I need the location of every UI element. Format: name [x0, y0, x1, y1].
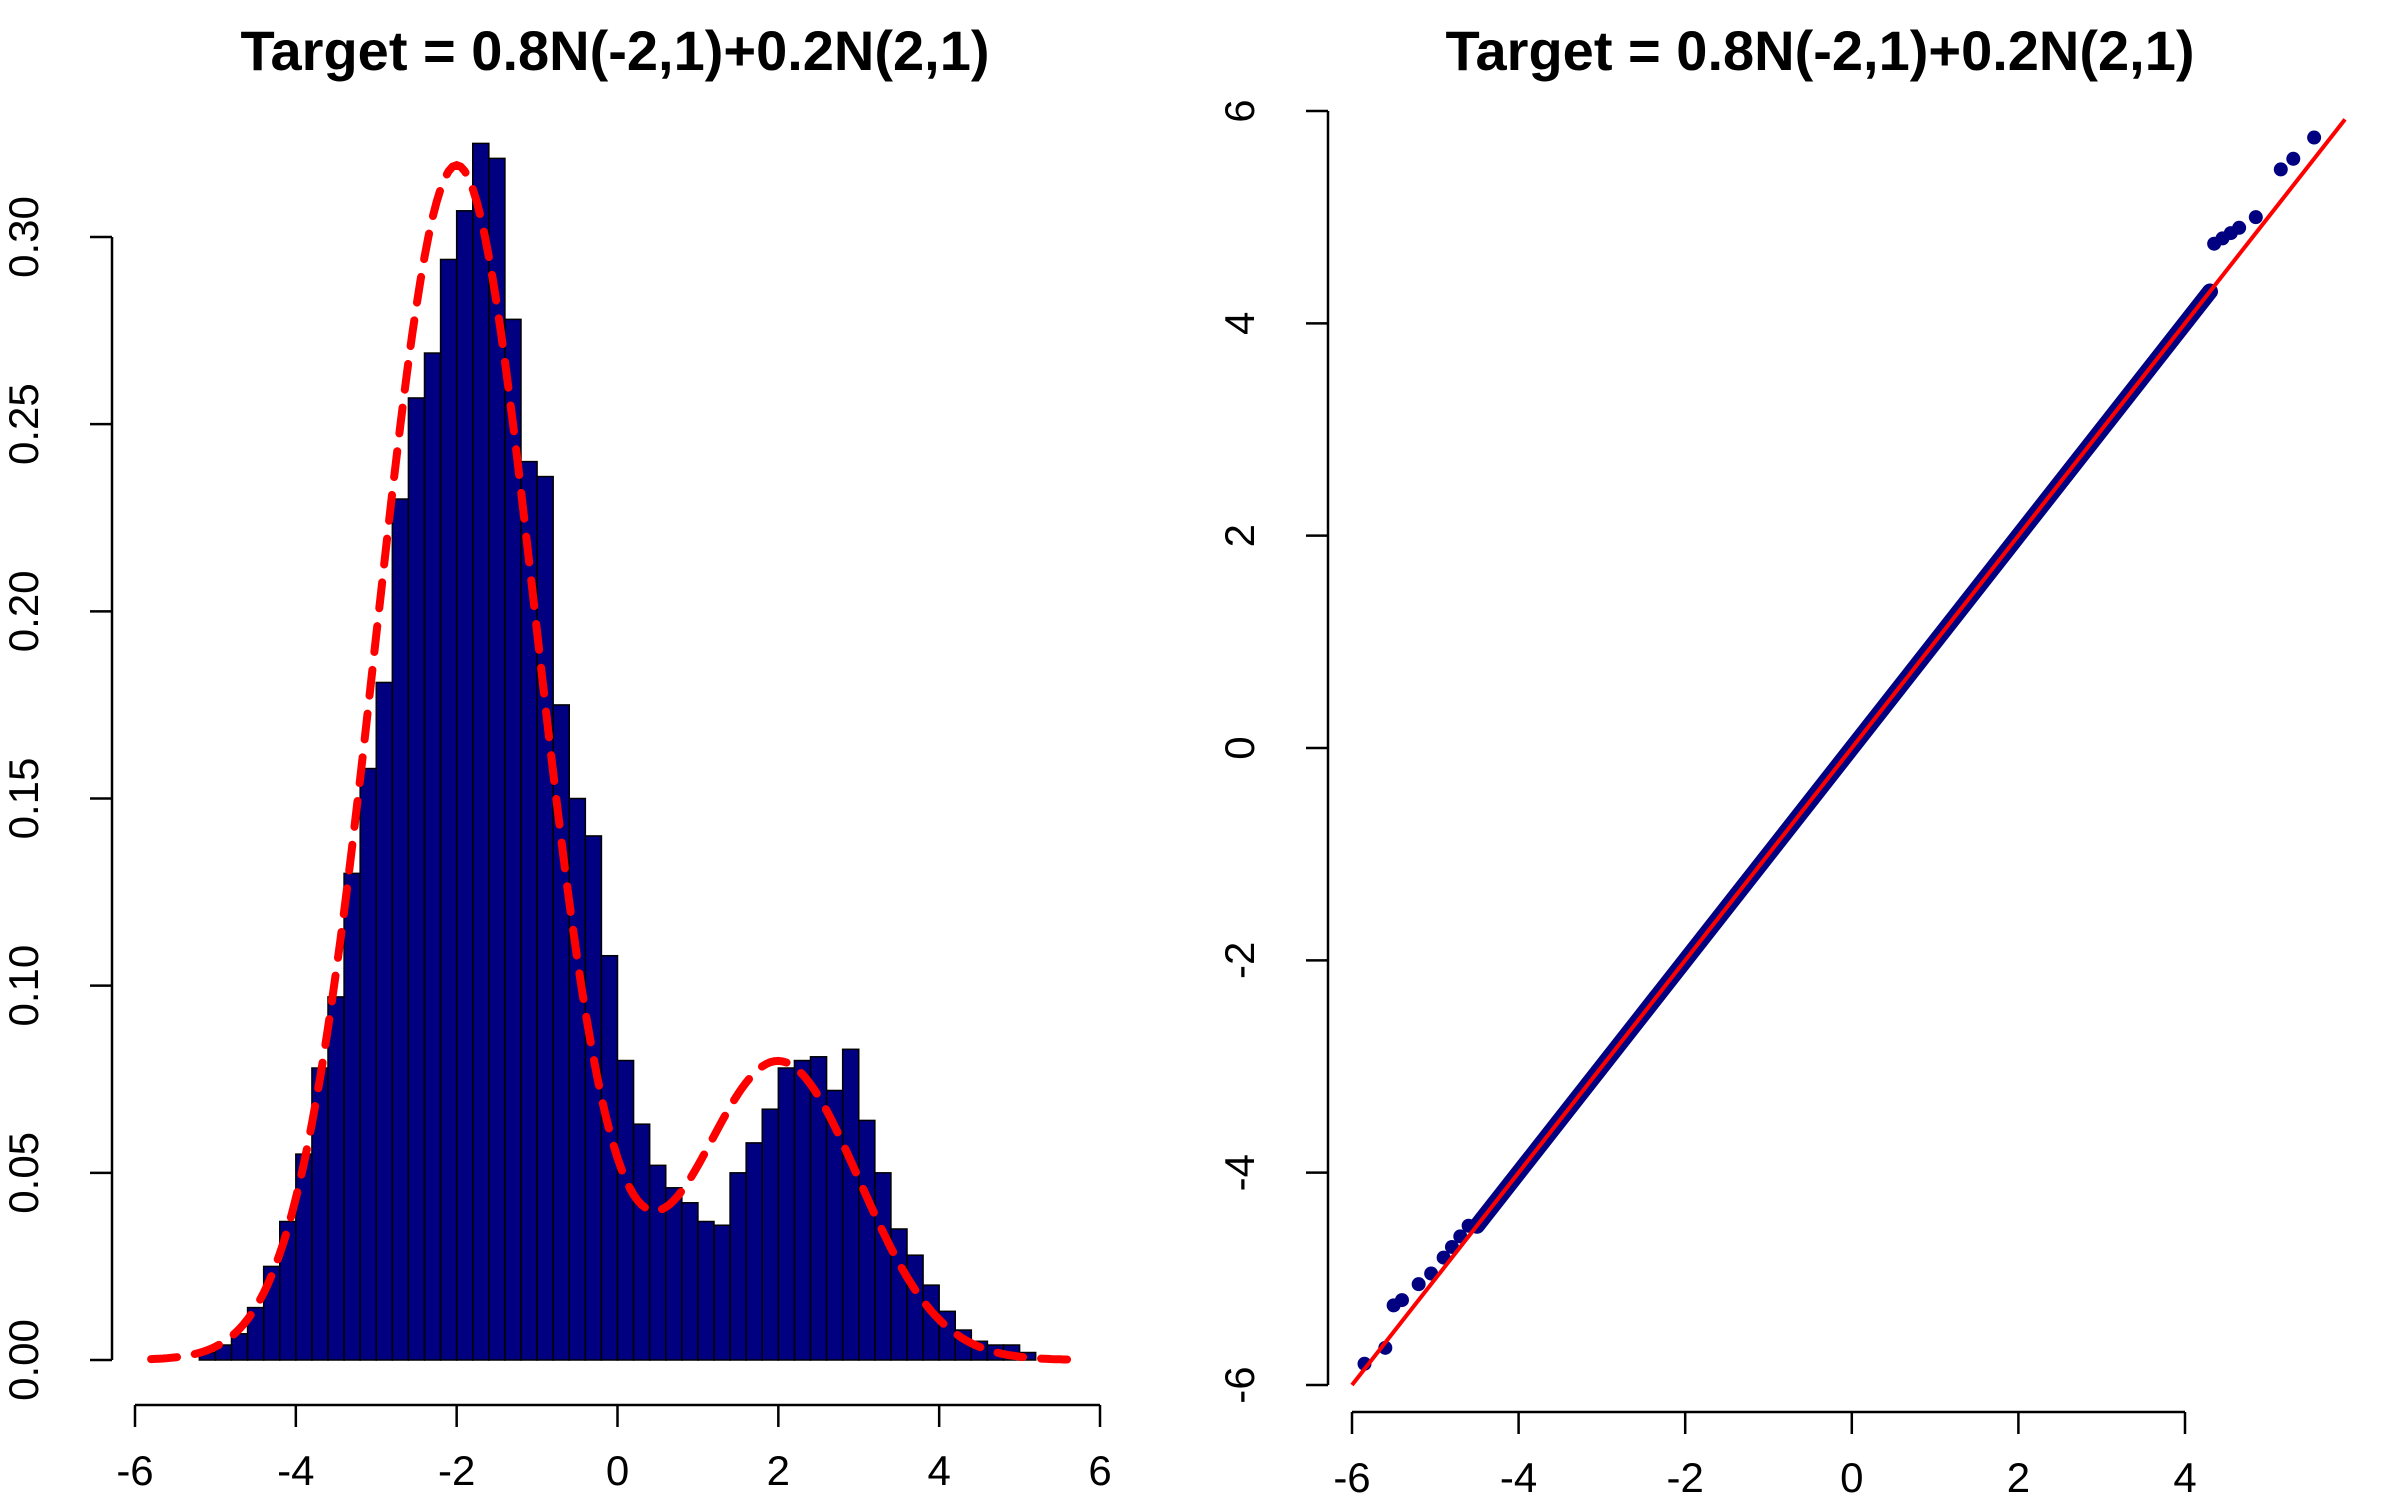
- x-tick-label: -4: [277, 1447, 314, 1494]
- x-tick-label: -6: [1333, 1454, 1370, 1500]
- histogram-bar: [375, 681, 394, 1361]
- histogram-bar: [874, 1172, 892, 1361]
- qq-point: [2307, 130, 2322, 145]
- x-tick-label: 4: [927, 1447, 950, 1494]
- y-tick-label: -6: [1216, 1366, 1263, 1403]
- y-tick-label: 0.30: [0, 196, 47, 278]
- qq-point: [2232, 220, 2247, 235]
- histogram-bar: [729, 1172, 747, 1361]
- y-tick-label: 0.20: [0, 570, 47, 652]
- histogram-bar: [423, 352, 442, 1361]
- qq-points: [1357, 130, 2322, 1371]
- histogram-bar: [295, 1153, 313, 1361]
- qq-point: [2286, 151, 2301, 166]
- qq-point: [1394, 1293, 1409, 1308]
- qq-plot-title: Target = 0.8N(-2,1)+0.2N(2,1): [1445, 19, 2194, 82]
- y-tick-label: -2: [1216, 942, 1263, 979]
- histogram-title: Target = 0.8N(-2,1)+0.2N(2,1): [240, 19, 989, 82]
- x-tick-label: -4: [1500, 1454, 1537, 1500]
- histogram-bar: [616, 1059, 635, 1361]
- x-tick-label: 2: [767, 1447, 790, 1494]
- qq-x-axis: -6 -4 -2 0 2 4: [1333, 1410, 2197, 1500]
- histogram-bar: [906, 1254, 924, 1361]
- x-tick-label: 0: [1840, 1454, 1863, 1500]
- y-tick-label: 6: [1216, 99, 1263, 122]
- density-curve: [147, 160, 1088, 1364]
- histogram-bar: [697, 1220, 715, 1361]
- histogram-bars: [198, 142, 1037, 1361]
- qq-point: [2273, 162, 2288, 177]
- x-tick-label: -2: [438, 1447, 475, 1494]
- histogram-bar: [809, 1056, 828, 1361]
- histogram-bar: [713, 1224, 731, 1361]
- histogram-bar: [793, 1059, 812, 1361]
- histogram-bar: [359, 767, 377, 1361]
- x-tick-label: 2: [2007, 1454, 2030, 1500]
- y-tick-label: 0.15: [0, 758, 47, 840]
- x-tick-label: -6: [116, 1447, 153, 1494]
- histogram-bar: [439, 258, 458, 1361]
- histogram-bar: [632, 1123, 651, 1361]
- histogram-bar: [681, 1202, 699, 1361]
- histogram-bar: [761, 1108, 780, 1361]
- histogram-bar: [777, 1067, 796, 1361]
- y-tick-label: 0.05: [0, 1132, 47, 1214]
- y-tick-label: 0: [1216, 736, 1263, 759]
- histogram-y-axis: 0.00 0.05 0.10 0.15 0.20 0.25 0.30: [0, 196, 114, 1401]
- y-tick-label: 4: [1216, 312, 1263, 335]
- histogram-bar: [648, 1164, 667, 1361]
- y-tick-label: 0.10: [0, 945, 47, 1027]
- qq-point: [1411, 1277, 1426, 1292]
- histogram-x-axis: -6 -4 -2 0 2 4 6: [116, 1403, 1112, 1494]
- histogram-bar: [536, 475, 554, 1361]
- y-tick-label: 0.00: [0, 1319, 47, 1401]
- histogram-bar: [455, 210, 474, 1361]
- histogram-bar: [665, 1187, 683, 1361]
- histogram-bar: [391, 498, 410, 1361]
- histogram-bar: [407, 397, 426, 1361]
- qq-y-axis: -6 -4 -2 0 2 4 6: [1216, 99, 1330, 1404]
- qq-point: [2248, 210, 2263, 225]
- histogram-bar: [745, 1142, 764, 1361]
- histogram-bar: [568, 797, 587, 1361]
- x-tick-label: 6: [1088, 1447, 1111, 1494]
- histogram-bar: [584, 835, 603, 1361]
- histogram-bar: [327, 996, 345, 1361]
- y-tick-label: 0.25: [0, 383, 47, 465]
- qq-plot-panel: Target = 0.8N(-2,1)+0.2N(2,1) -6 -4 -2 0 2 4 …: [1216, 19, 2347, 1500]
- histogram-bar: [472, 142, 490, 1361]
- histogram-panel: Target = 0.8N(-2,1)+0.2N(2,1) -6 -4 -2 0 2 4 6…: [0, 19, 1112, 1494]
- histogram-bar: [343, 872, 361, 1361]
- histogram-bar: [858, 1119, 876, 1361]
- x-tick-label: 0: [606, 1447, 629, 1494]
- y-tick-label: 2: [1216, 524, 1263, 547]
- x-tick-label: -2: [1667, 1454, 1704, 1500]
- histogram-bar: [841, 1048, 860, 1361]
- x-tick-label: 4: [2173, 1454, 2196, 1500]
- reference-line: [1350, 118, 2347, 1387]
- y-tick-label: -4: [1216, 1154, 1263, 1191]
